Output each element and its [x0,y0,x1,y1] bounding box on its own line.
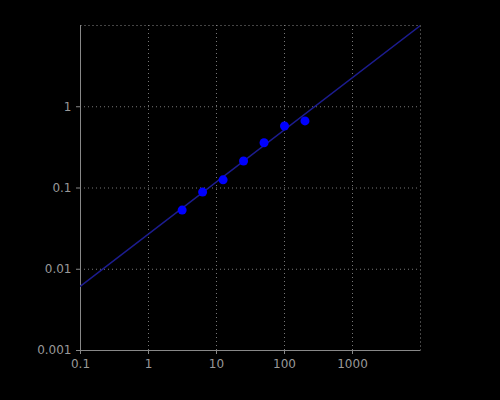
svg-text:1: 1 [64,100,72,114]
svg-text:1000: 1000 [337,357,368,371]
svg-text:0.1: 0.1 [52,181,71,195]
svg-text:0.001: 0.001 [37,343,71,357]
svg-text:0.01: 0.01 [45,262,72,276]
svg-text:10: 10 [209,357,224,371]
svg-text:1: 1 [145,357,153,371]
svg-text:100: 100 [273,357,296,371]
svg-text:0.1: 0.1 [71,357,90,371]
